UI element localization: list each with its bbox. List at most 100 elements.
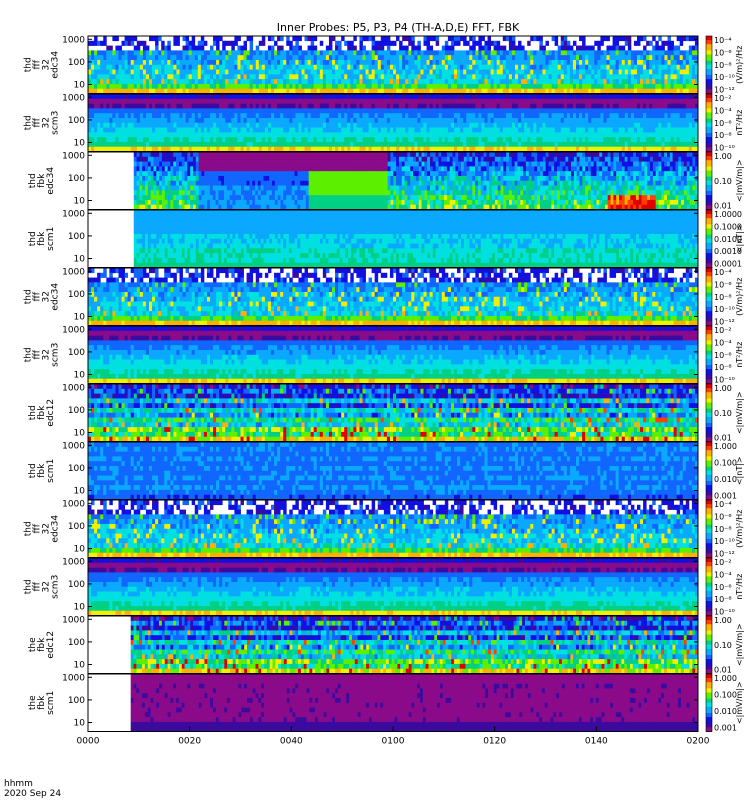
spectrogram-cell — [399, 74, 402, 79]
spectrogram-cell — [417, 79, 420, 84]
spectrogram-cell — [372, 65, 375, 70]
spectrogram-cell — [372, 128, 375, 133]
spectrogram-cell — [506, 128, 509, 133]
spectrogram-cell — [689, 132, 692, 137]
spectrogram-cell — [622, 60, 625, 65]
spectrogram-cell — [463, 118, 466, 123]
spectrogram-cell — [375, 113, 378, 118]
spectrogram-cell — [344, 79, 347, 84]
spectrogram-cell — [597, 84, 600, 89]
spectrogram-cell — [176, 137, 179, 142]
spectrogram-cell — [469, 128, 472, 133]
spectrogram-cell — [683, 50, 686, 55]
spectrogram-cell — [433, 50, 436, 55]
spectrogram-cell — [311, 60, 314, 65]
spectrogram-cell — [112, 123, 115, 128]
spectrogram-cell — [274, 84, 277, 89]
spectrogram-cell — [137, 176, 140, 181]
spectrogram-cell — [497, 142, 500, 147]
spectrogram-cell — [244, 41, 247, 46]
spectrogram-cell — [689, 142, 692, 147]
spectrogram-cell — [503, 118, 506, 123]
spectrogram-cell — [607, 55, 610, 60]
spectrogram-cell — [170, 132, 173, 137]
spectrogram-cell — [207, 195, 210, 200]
spectrogram-cell — [159, 171, 162, 176]
spectrogram-cell — [234, 41, 237, 46]
spectrogram-cell — [366, 118, 369, 123]
spectrogram-cell — [542, 99, 545, 104]
spectrogram-cell — [140, 79, 143, 84]
spectrogram-cell — [674, 60, 677, 65]
spectrogram-cell — [250, 99, 253, 104]
spectrogram-cell — [469, 104, 472, 109]
spectrogram-cell — [201, 70, 204, 75]
spectrogram-cell — [424, 142, 427, 147]
spectrogram-cell — [286, 142, 289, 147]
spectrogram-cell — [91, 79, 94, 84]
spectrogram-cell — [463, 41, 466, 46]
spectrogram-cell — [607, 60, 610, 65]
spectrogram-cell — [408, 65, 411, 70]
spectrogram-cell — [512, 118, 515, 123]
spectrogram-cell — [268, 60, 271, 65]
spectrogram-cell — [427, 84, 430, 89]
spectrogram-cell — [237, 142, 240, 147]
spectrogram-cell — [414, 128, 417, 133]
spectrogram-cell — [524, 84, 527, 89]
spectrogram-cell — [241, 46, 244, 51]
spectrogram-cell — [170, 152, 173, 157]
spectrogram-cell — [320, 41, 323, 46]
spectrogram-cell — [173, 74, 176, 79]
spectrogram-cell — [277, 60, 280, 65]
spectrogram-cell — [585, 118, 588, 123]
spectrogram-cell — [332, 99, 335, 104]
spectrogram-cell — [134, 200, 137, 205]
spectrogram-cell — [308, 123, 311, 128]
spectrogram-cell — [363, 128, 366, 133]
spectrogram-cell — [234, 128, 237, 133]
spectrogram-cell — [564, 128, 567, 133]
spectrogram-cell — [555, 79, 558, 84]
spectrogram-cell — [475, 84, 478, 89]
spectrogram-cell — [176, 70, 179, 75]
spectrogram-cell — [460, 70, 463, 75]
spectrogram-cell — [549, 84, 552, 89]
spectrogram-cell — [283, 118, 286, 123]
spectrogram-cell — [326, 123, 329, 128]
spectrogram-cell — [518, 137, 521, 142]
spectrogram-cell — [390, 94, 393, 99]
spectrogram-cell — [347, 50, 350, 55]
spectrogram-cell — [115, 74, 118, 79]
spectrogram-cell — [530, 55, 533, 60]
spectrogram-cell — [573, 108, 576, 113]
spectrogram-cell — [210, 137, 213, 142]
spectrogram-cell — [625, 94, 628, 99]
spectrogram-cell — [582, 60, 585, 65]
spectrogram-cell — [661, 50, 664, 55]
spectrogram-cell — [193, 152, 196, 157]
spectrogram-cell — [555, 55, 558, 60]
spectrogram-cell — [594, 104, 597, 109]
spectrogram-cell — [518, 60, 521, 65]
spectrogram-cell — [405, 94, 408, 99]
spectrogram-cell — [268, 70, 271, 75]
spectrogram-cell — [478, 50, 481, 55]
spectrogram-cell — [106, 108, 109, 113]
spectrogram-cell — [628, 128, 631, 133]
spectrogram-cell — [436, 41, 439, 46]
spectrogram-cell — [527, 60, 530, 65]
spectrogram-cell — [155, 99, 158, 104]
spectrogram-cell — [180, 65, 183, 70]
spectrogram-cell — [213, 104, 216, 109]
spectrogram-cell — [680, 70, 683, 75]
spectrogram-cell — [213, 200, 216, 205]
spectrogram-cell — [664, 70, 667, 75]
spectrogram-cell — [237, 84, 240, 89]
spectrogram-cell — [115, 70, 118, 75]
spectrogram-cell — [173, 99, 176, 104]
spectrogram-cell — [112, 137, 115, 142]
spectrogram-cell — [472, 36, 475, 41]
spectrogram-cell — [411, 84, 414, 89]
spectrogram-cell — [649, 79, 652, 84]
